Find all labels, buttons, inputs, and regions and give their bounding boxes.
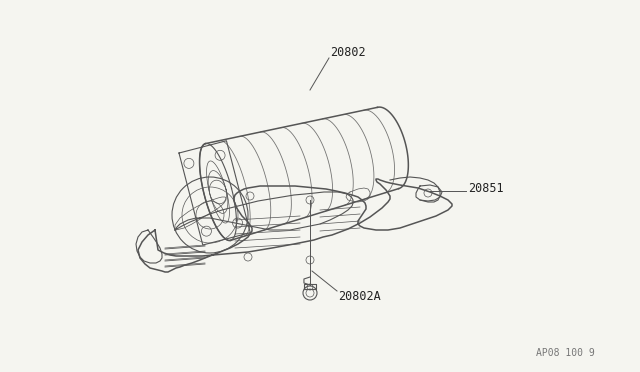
Text: 20851: 20851 bbox=[468, 182, 504, 195]
Text: 20802: 20802 bbox=[330, 45, 365, 58]
Text: AP08 100 9: AP08 100 9 bbox=[536, 348, 595, 358]
Text: 20802A: 20802A bbox=[338, 289, 381, 302]
